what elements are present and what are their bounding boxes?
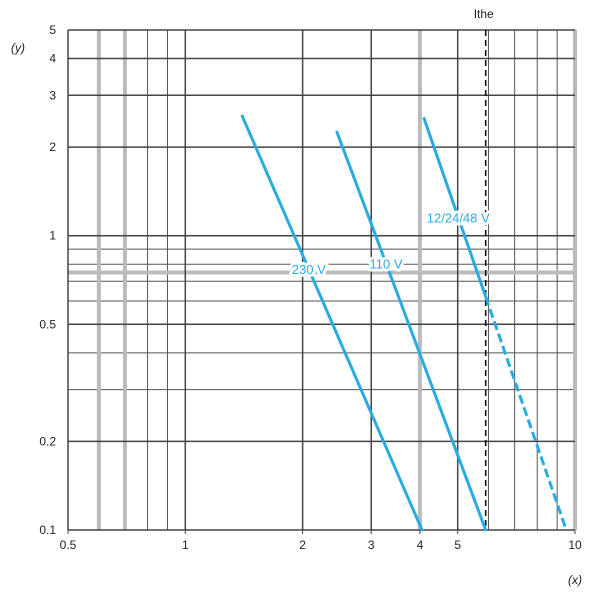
series-layer: [240, 30, 568, 532]
x-tick-label: 10: [568, 538, 582, 552]
y-tick-label: 3: [49, 88, 56, 102]
series-label: 230 V: [292, 262, 326, 277]
reference-line-label: Ithe: [474, 7, 494, 21]
y-tick-label: 4: [49, 52, 56, 66]
y-tick-label: 0.2: [39, 434, 56, 448]
y-tick-label: 1: [49, 229, 56, 243]
y-tick-label: 2: [49, 140, 56, 154]
grid-layer: [67, 29, 577, 534]
y-tick-label: 5: [49, 23, 56, 37]
series-line: [335, 130, 488, 532]
y-tick-label: 0.5: [39, 317, 56, 331]
series-line: [422, 117, 488, 299]
x-tick-label: 3: [368, 538, 375, 552]
x-tick-label: 2: [299, 538, 306, 552]
x-tick-label: 4: [417, 538, 424, 552]
x-tick-label: 1: [182, 538, 189, 552]
y-axis-label: (y): [11, 41, 25, 55]
series-label: 12/24/48 V: [427, 210, 490, 225]
x-axis-label: (x): [568, 573, 582, 587]
series-label: 110 V: [370, 256, 403, 271]
series-line: [240, 114, 424, 532]
series-line-dashed: [484, 296, 568, 531]
y-tick-label: 0.1: [39, 523, 56, 537]
x-tick-label: 0.5: [60, 538, 77, 552]
label-layer: 0.5 1 2 3 4 5 10 0.1 0.2 0.5 1 2 3 4 5 Ithe 230 V 110 V 12…: [39, 7, 582, 552]
x-tick-label: 5: [454, 538, 461, 552]
